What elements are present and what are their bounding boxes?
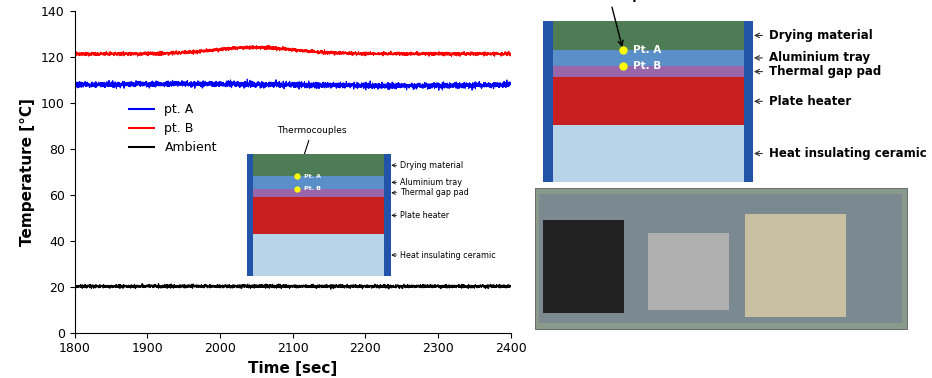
Text: Heat insulating ceramic: Heat insulating ceramic [769,147,927,160]
X-axis label: Time [sec]: Time [sec] [248,361,337,376]
Text: Thermocouples: Thermocouples [278,126,347,172]
Text: Plate heater: Plate heater [769,95,852,108]
Text: Aluminium tray: Aluminium tray [400,178,462,187]
Bar [553,66,744,77]
Bar [543,21,553,182]
Text: Thermal gap pad: Thermal gap pad [400,188,469,197]
Text: Drying material: Drying material [769,29,873,42]
Text: Pt. A: Pt. A [634,45,662,55]
Bar [553,21,744,50]
Legend: pt. A, pt. B, Ambient: pt. A, pt. B, Ambient [124,98,222,160]
Text: Aluminium tray: Aluminium tray [769,51,870,64]
Bar [535,188,907,329]
Bar [553,50,744,66]
Text: Plate heater: Plate heater [400,211,449,220]
Text: Heat insulating ceramic: Heat insulating ceramic [400,251,496,260]
Text: Pt. B: Pt. B [634,61,662,71]
Text: Thermal gap pad: Thermal gap pad [769,65,882,78]
Y-axis label: Temperature [°C]: Temperature [°C] [21,98,35,246]
Bar [539,195,902,323]
Bar [648,233,729,310]
Text: Thermocouples: Thermocouples [555,0,663,46]
Bar [553,77,744,125]
Bar [543,220,624,313]
Bar [744,21,753,182]
Bar [745,214,846,317]
Bar [553,125,744,182]
Text: Drying material: Drying material [400,161,463,170]
